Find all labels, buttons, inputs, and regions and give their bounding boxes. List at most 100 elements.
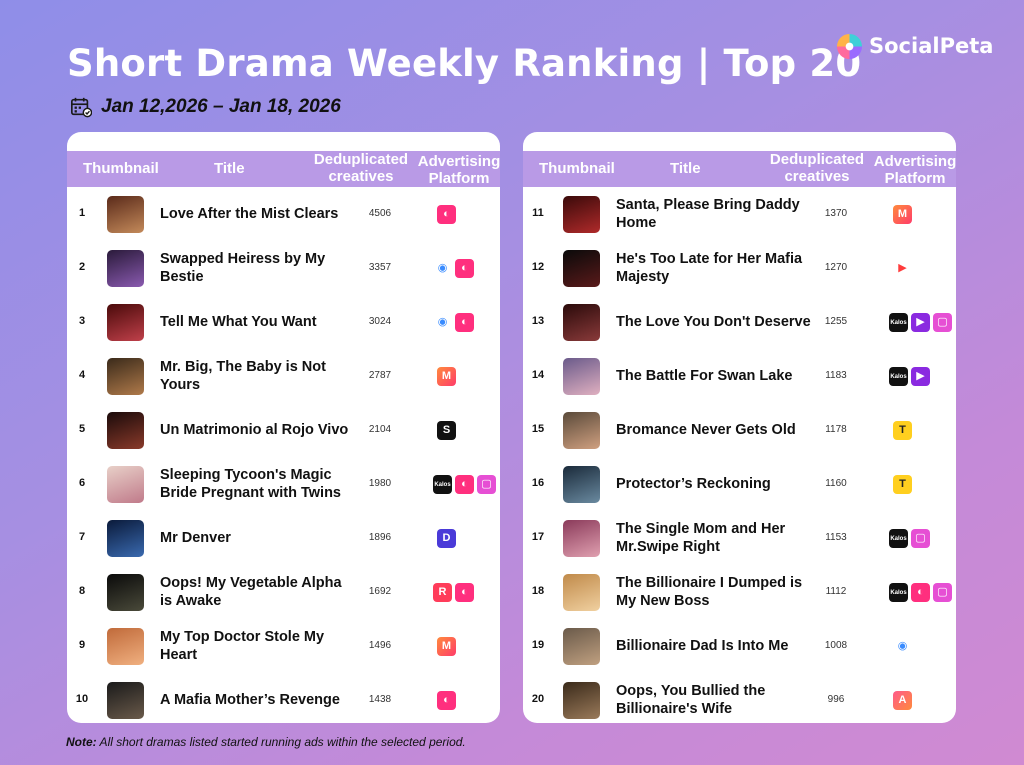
- drama-title: The Single Mom and Her Mr.Swipe Right: [616, 521, 786, 555]
- drama-thumbnail[interactable]: [563, 628, 600, 665]
- drama-title: Swapped Heiress by My Bestie: [160, 251, 326, 285]
- footnote: Note: All short dramas listed started ru…: [66, 735, 466, 749]
- drama-thumbnail[interactable]: [563, 250, 600, 287]
- drama-thumbnail[interactable]: [563, 574, 600, 611]
- drama-thumbnail[interactable]: [107, 574, 144, 611]
- column-header-thumbnail: Thumbnail: [83, 160, 159, 177]
- drama-thumbnail[interactable]: [563, 466, 600, 503]
- platform-icons: ▶: [893, 259, 912, 278]
- creatives-count: 1438: [368, 694, 392, 705]
- table-row[interactable]: 9 My Top Doctor Stole My Heart 1496 M: [67, 619, 500, 673]
- table-row[interactable]: 8 Oops! My Vegetable Alpha is Awake 1692 R ◐: [67, 565, 500, 619]
- table-row[interactable]: 1 Love After the Mist Clears 4506 ◐: [67, 187, 500, 241]
- creatives-count: 1178: [825, 424, 847, 435]
- table-row[interactable]: 7 Mr Denver 1896 D: [67, 511, 500, 565]
- creatives-count: 1112: [825, 586, 847, 597]
- drama-title: Tell Me What You Want: [160, 314, 317, 330]
- table-row[interactable]: 16 Protector’s Reckoning 1160 T: [523, 457, 956, 511]
- rank-number: 8: [78, 585, 86, 597]
- yellow-t-icon: T: [893, 421, 912, 440]
- rank-number: 2: [78, 261, 86, 273]
- creatives-count: 4506: [368, 208, 392, 219]
- drama-title: Mr Denver: [160, 530, 231, 546]
- drama-title: Bromance Never Gets Old: [616, 422, 796, 438]
- creatives-count: 996: [827, 694, 845, 705]
- table-row[interactable]: 13 The Love You Don't Deserve 1255 Kalos ▶ ▢: [523, 295, 956, 349]
- drama-thumbnail[interactable]: [107, 682, 144, 719]
- platform-icons: Kalos ▶ ▢: [889, 313, 952, 332]
- table-row[interactable]: 2 Swapped Heiress by My Bestie 3357 ◉ ◐: [67, 241, 500, 295]
- table-row[interactable]: 19 Billionaire Dad Is Into Me 1008 ◉: [523, 619, 956, 673]
- drama-thumbnail[interactable]: [107, 520, 144, 557]
- drama-title: Oops, You Bullied the Billionaire's Wife: [616, 683, 766, 717]
- ranking-panel-right: Thumbnail Title Deduplicated creatives A…: [523, 132, 956, 723]
- creatives-count: 3357: [368, 262, 392, 273]
- table-header: Thumbnail Title Deduplicated creatives A…: [67, 151, 500, 187]
- creatives-count: 1008: [824, 640, 848, 651]
- table-row[interactable]: 10 A Mafia Mother’s Revenge 1438 ◐: [67, 673, 500, 723]
- table-header: Thumbnail Title Deduplicated creatives A…: [523, 151, 956, 187]
- drama-thumbnail[interactable]: [563, 520, 600, 557]
- rank-number: 13: [531, 315, 545, 327]
- pink-app-icon: ◐: [437, 691, 456, 710]
- platform-icons: ◐: [437, 691, 456, 710]
- pink-app-icon: ◐: [911, 583, 930, 602]
- creatives-count: 1153: [825, 532, 847, 543]
- drama-thumbnail[interactable]: [107, 466, 144, 503]
- platform-icons: ◉: [893, 637, 912, 656]
- drama-thumbnail[interactable]: [563, 682, 600, 719]
- footnote-label: Note:: [66, 735, 97, 749]
- melolo-icon: M: [893, 205, 912, 224]
- drama-thumbnail[interactable]: [563, 412, 600, 449]
- purple-d-icon: D: [437, 529, 456, 548]
- column-header-deduplicated-creatives: Deduplicated creatives: [313, 151, 409, 185]
- kalos-icon: Kalos: [889, 367, 908, 386]
- drama-title: Billionaire Dad Is Into Me: [616, 638, 789, 654]
- brand: SocialPeta: [836, 32, 993, 60]
- reelshort-icon: R: [433, 583, 452, 602]
- platform-icons: Kalos ▢: [889, 529, 930, 548]
- ranking-panel-left: Thumbnail Title Deduplicated creatives A…: [67, 132, 500, 723]
- chat-icon: ▢: [933, 583, 952, 602]
- rank-number: 17: [531, 531, 545, 543]
- pink-app-icon: ◐: [455, 583, 474, 602]
- table-row[interactable]: 14 The Battle For Swan Lake 1183 Kalos ▶: [523, 349, 956, 403]
- drama-thumbnail[interactable]: [107, 250, 144, 287]
- drama-title: Sleeping Tycoon's Magic Bride Pregnant w…: [160, 467, 341, 501]
- drama-title: Love After the Mist Clears: [160, 206, 339, 222]
- pink-app-icon: ◐: [437, 205, 456, 224]
- drama-thumbnail[interactable]: [107, 358, 144, 395]
- chat-icon: ▢: [477, 475, 496, 494]
- platform-icons: A: [893, 691, 912, 710]
- table-row[interactable]: 6 Sleeping Tycoon's Magic Bride Pregnant …: [67, 457, 500, 511]
- table-row[interactable]: 5 Un Matrimonio al Rojo Vivo 2104 S: [67, 403, 500, 457]
- table-row[interactable]: 17 The Single Mom and Her Mr.Swipe Right 1…: [523, 511, 956, 565]
- drama-thumbnail[interactable]: [107, 628, 144, 665]
- platform-icons: S: [437, 421, 456, 440]
- table-row[interactable]: 4 Mr. Big, The Baby is Not Yours 2787 M: [67, 349, 500, 403]
- table-row[interactable]: 20 Oops, You Bullied the Billionaire's Wi…: [523, 673, 956, 723]
- drama-thumbnail[interactable]: [563, 304, 600, 341]
- melolo-icon: M: [437, 367, 456, 386]
- table-row[interactable]: 12 He's Too Late for Her Mafia Majesty 127…: [523, 241, 956, 295]
- drama-thumbnail[interactable]: [563, 196, 600, 233]
- drama-thumbnail[interactable]: [107, 196, 144, 233]
- platform-icons: M: [437, 367, 456, 386]
- dramabox-icon: ◉: [897, 640, 908, 652]
- rank-number: 3: [78, 315, 86, 327]
- drama-title: Protector’s Reckoning: [616, 476, 771, 492]
- drama-thumbnail[interactable]: [107, 412, 144, 449]
- platform-icons: D: [437, 529, 456, 548]
- creatives-count: 1160: [825, 478, 847, 489]
- table-row[interactable]: 18 The Billionaire I Dumped is My New Bos…: [523, 565, 956, 619]
- kalos-icon: Kalos: [433, 475, 452, 494]
- table-row[interactable]: 3 Tell Me What You Want 3024 ◉ ◐: [67, 295, 500, 349]
- platform-icons: Kalos ▶: [889, 367, 930, 386]
- table-row[interactable]: 11 Santa, Please Bring Daddy Home 1370 M: [523, 187, 956, 241]
- table-row[interactable]: 15 Bromance Never Gets Old 1178 T: [523, 403, 956, 457]
- drama-thumbnail[interactable]: [563, 358, 600, 395]
- creatives-count: 1270: [824, 262, 848, 273]
- rank-number: 18: [531, 585, 545, 597]
- drama-thumbnail[interactable]: [107, 304, 144, 341]
- platform-icons: ◉ ◐: [433, 313, 474, 332]
